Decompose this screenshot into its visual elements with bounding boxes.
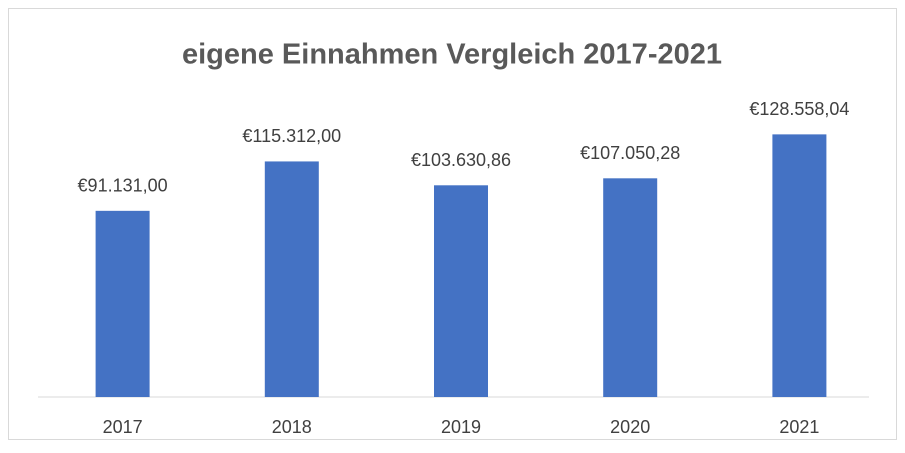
x-tick-label: 2020	[610, 417, 650, 437]
data-label: €128.558,04	[749, 99, 849, 119]
bar	[95, 210, 150, 397]
bar	[772, 134, 827, 398]
x-tick-label: 2021	[779, 417, 819, 437]
bar	[264, 161, 319, 397]
x-tick-label: 2017	[103, 417, 143, 437]
bar	[434, 185, 488, 397]
bar	[603, 178, 658, 397]
x-tick-label: 2018	[272, 417, 312, 437]
data-label: €91.131,00	[78, 176, 168, 196]
x-tick-label: 2019	[441, 417, 481, 437]
data-label: €103.630,86	[411, 150, 511, 170]
chart-title: eigene Einnahmen Vergleich 2017-2021	[182, 39, 722, 71]
data-label: €107.050,28	[580, 143, 680, 163]
data-label: €115.312,00	[242, 126, 341, 146]
